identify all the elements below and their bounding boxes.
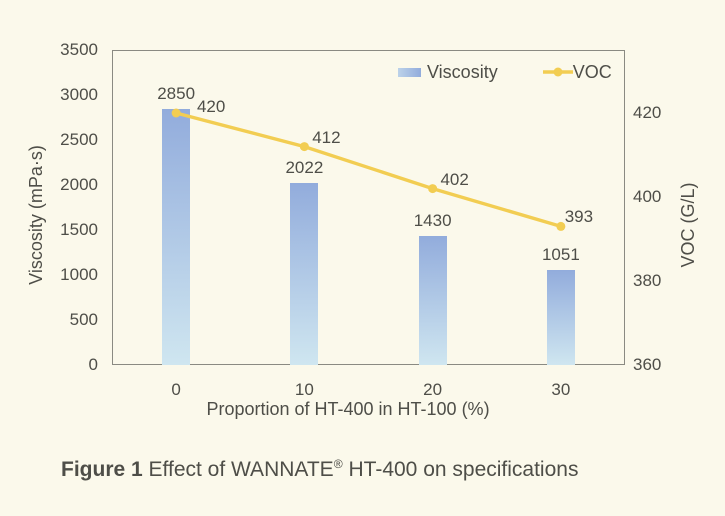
- plot-area: [112, 50, 625, 365]
- left-axis-tick-label: 3000: [60, 85, 98, 104]
- figure-caption-text-post: HT-400 on specifications: [342, 458, 579, 481]
- figure-caption: Figure 1 Effect of WANNATE® HT-400 on sp…: [61, 451, 681, 483]
- left-axis-tick-label: 3500: [60, 40, 98, 59]
- voc-value-label: 420: [196, 97, 226, 116]
- bar-value-label: 2022: [285, 158, 324, 178]
- legend: Viscosity VOC: [398, 60, 612, 84]
- registered-trademark-symbol: ®: [333, 457, 343, 471]
- x-axis-title: Proportion of HT-400 in HT-100 (%): [206, 399, 490, 419]
- voc-line-chart: [171, 108, 566, 231]
- right-axis-title: VOC (G/L): [678, 182, 698, 268]
- voc-value-label: 402: [440, 169, 469, 189]
- x-axis-tick-label: 20: [423, 380, 443, 399]
- voc-point: [299, 142, 309, 152]
- left-axis-tick-label: 500: [69, 310, 98, 329]
- voc-value-label: 412: [312, 127, 341, 147]
- right-axis-tick-label: 360: [633, 355, 662, 374]
- bar-value-label: 2850: [157, 83, 196, 103]
- x-axis-tick-label: 30: [551, 380, 571, 399]
- left-axis-title: Viscosity (mPa·s): [26, 145, 46, 285]
- left-axis-tick-label: 1500: [60, 220, 98, 239]
- voc-point: [556, 221, 566, 231]
- right-axis-tick-label: 420: [633, 103, 662, 122]
- voc-legend-swatch: [542, 67, 573, 77]
- bar-viscosity-0: [162, 108, 191, 365]
- figure-caption-number: Figure 1: [61, 458, 143, 481]
- viscosity-legend-label: Viscosity: [427, 62, 498, 82]
- voc-point: [428, 184, 438, 194]
- bar-viscosity-20: [418, 236, 447, 365]
- x-axis-tick-label: 0: [171, 380, 181, 399]
- viscosity-legend-swatch: [398, 67, 421, 77]
- bar-value-label: 1430: [413, 211, 452, 231]
- figure-caption-text-pre: Effect of WANNATE: [142, 458, 334, 481]
- x-axis-tick-label: 10: [294, 380, 314, 399]
- right-axis-tick-label: 380: [633, 271, 662, 290]
- bar-viscosity-30: [546, 270, 575, 365]
- left-axis-tick-label: 0: [88, 355, 98, 374]
- left-axis-tick-label: 1000: [60, 265, 98, 284]
- voc-value-label: 393: [564, 207, 594, 227]
- voc-legend-label: VOC: [572, 62, 612, 82]
- right-axis-tick-label: 400: [633, 187, 662, 206]
- bar-viscosity-10: [290, 183, 319, 365]
- left-axis-tick-label: 2500: [60, 130, 98, 149]
- voc-line: [175, 111, 562, 229]
- bar-value-label: 1051: [541, 245, 580, 265]
- voc-point: [171, 108, 181, 118]
- left-axis-tick-label: 2000: [60, 175, 98, 194]
